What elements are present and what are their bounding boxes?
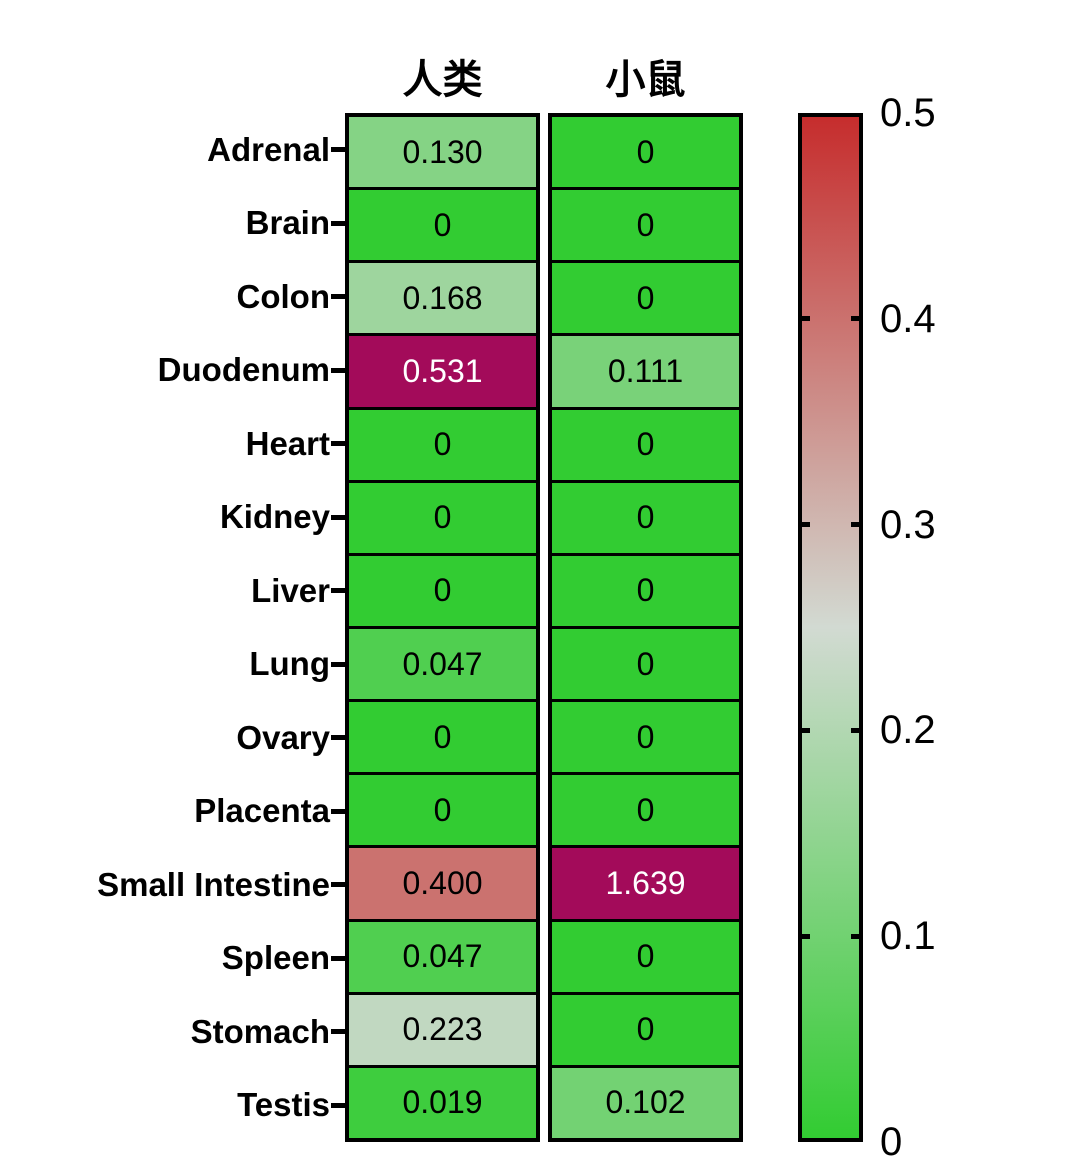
row-axis-tick (331, 588, 346, 594)
heatmap-cell-lung-human: 0.047 (349, 625, 536, 700)
colorbar-tick-label-0.1: 0.1 (880, 914, 936, 959)
heatmap-cell-duodenum-mouse: 0.111 (552, 333, 739, 407)
row-axis-tick (331, 882, 346, 888)
heatmap-column-mouse: 0 0 0 0.111 0 0 0 0 0 0 1.639 0 0 0.102 (548, 113, 743, 1142)
colorbar-tick-mark (851, 316, 859, 322)
colorbar-tick-mark (851, 727, 859, 733)
colorbar-tick-mark (851, 522, 859, 528)
heatmap-cell-ovary-mouse: 0 (552, 699, 739, 773)
row-label-small-intestine: Small Intestine (97, 865, 330, 903)
heatmap-cell-adrenal-mouse: 0 (552, 117, 739, 188)
row-label-placenta: Placenta (194, 792, 330, 830)
colorbar-tick-label-0: 0 (880, 1120, 903, 1164)
row-label-colon: Colon (236, 277, 330, 315)
heatmap-cell-stomach-mouse: 0 (552, 991, 739, 1065)
heatmap-cell-placenta-human: 0 (349, 772, 536, 846)
row-axis-tick (331, 441, 346, 447)
row-label-heart: Heart (245, 424, 330, 462)
heatmap-cell-small-intestine-mouse: 1.639 (552, 845, 739, 919)
row-axis-tick (331, 514, 346, 520)
row-axis-tick (331, 294, 346, 300)
heatmap-cell-liver-human: 0 (349, 552, 536, 626)
colorbar-tick-mark (851, 933, 859, 939)
row-label-kidney: Kidney (219, 498, 330, 536)
heatmap-cell-duodenum-human: 0.531 (349, 333, 536, 407)
heatmap-cell-small-intestine-human: 0.400 (349, 845, 536, 919)
colorbar-tick-label-0.5: 0.5 (880, 91, 936, 135)
colorbar-tick-mark (802, 933, 810, 939)
row-axis-tick (331, 147, 346, 153)
heatmap-cell-liver-mouse: 0 (552, 552, 739, 626)
row-label-lung: Lung (249, 645, 330, 683)
heatmap-cell-spleen-mouse: 0 (552, 918, 739, 992)
heatmap-cell-brain-human: 0 (349, 187, 536, 261)
heatmap-cell-colon-mouse: 0 (552, 260, 739, 334)
colorbar-tick-label-0.3: 0.3 (880, 502, 936, 547)
colorbar-tick-mark (802, 727, 810, 733)
heatmap-cell-colon-human: 0.168 (349, 260, 536, 334)
row-axis-tick (331, 808, 346, 814)
row-axis-tick (331, 661, 346, 667)
row-label-brain: Brain (245, 204, 330, 242)
colorbar-tick-mark (802, 522, 810, 528)
colorbar-gradient (798, 113, 863, 1142)
heatmap-cell-stomach-human: 0.223 (349, 991, 536, 1065)
heatmap-cell-spleen-human: 0.047 (349, 918, 536, 992)
colorbar-tick-label-0.4: 0.4 (880, 296, 936, 341)
column-header-mouse: 小鼠 (605, 58, 686, 102)
row-label-stomach: Stomach (190, 1012, 330, 1050)
row-axis-tick (331, 735, 346, 741)
column-header-human: 人类 (402, 58, 483, 102)
row-label-ovary: Ovary (236, 718, 330, 756)
heatmap-cell-testis-mouse: 0.102 (552, 1064, 739, 1138)
heatmap-cell-brain-mouse: 0 (552, 187, 739, 261)
colorbar-tick-mark (802, 316, 810, 322)
row-label-duodenum: Duodenum (157, 351, 330, 389)
heatmap-cell-adrenal-human: 0.130 (349, 117, 536, 188)
row-label-spleen: Spleen (221, 939, 330, 977)
heatmap-cell-kidney-human: 0 (349, 479, 536, 553)
heatmap-cell-testis-human: 0.019 (349, 1064, 536, 1138)
heatmap-cell-ovary-human: 0 (349, 699, 536, 773)
row-axis-tick (331, 955, 346, 961)
colorbar-tick-label-0.2: 0.2 (880, 708, 936, 753)
heatmap-cell-placenta-mouse: 0 (552, 772, 739, 846)
row-axis-tick (331, 1102, 346, 1108)
heatmap-cell-heart-human: 0 (349, 406, 536, 480)
heatmap-cell-lung-mouse: 0 (552, 625, 739, 700)
row-label-testis: Testis (237, 1086, 330, 1124)
heatmap-cell-heart-mouse: 0 (552, 406, 739, 480)
heatmap-column-human: 0.130 0 0.168 0.531 0 0 0 0.047 0 0 0.400 0.047 0.22… (345, 113, 540, 1142)
row-label-adrenal: Adrenal (207, 130, 330, 168)
heatmap-cell-kidney-mouse: 0 (552, 479, 739, 553)
row-axis-tick (331, 1029, 346, 1035)
row-label-liver: Liver (251, 571, 330, 609)
row-axis-tick (331, 367, 346, 373)
row-axis-tick (331, 220, 346, 226)
